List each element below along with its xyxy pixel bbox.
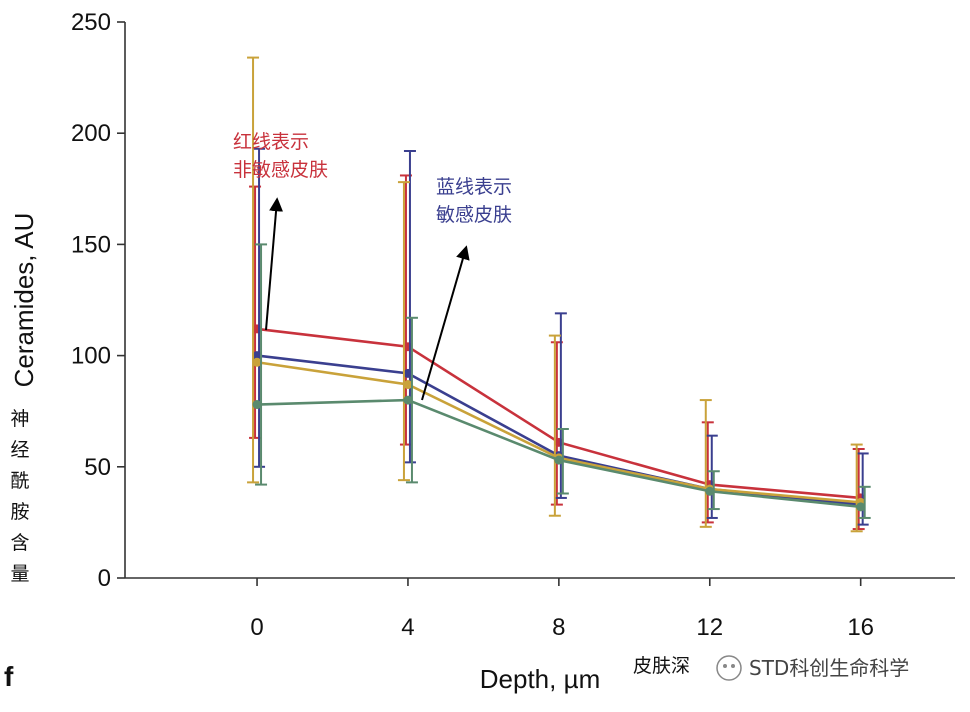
series-line xyxy=(256,360,861,504)
axes xyxy=(124,22,955,579)
y-tick-label: 250 xyxy=(71,9,111,36)
y-tick-label: 50 xyxy=(84,454,111,481)
series-0 xyxy=(249,174,866,531)
y-axis-title: Ceramides, AU xyxy=(9,213,39,388)
y-tick-label: 0 xyxy=(98,565,111,592)
x-axis-title-zh: 皮肤深 xyxy=(633,655,690,677)
watermark-text: STD科创生命科学 xyxy=(749,656,909,680)
data-point xyxy=(252,400,262,410)
y-tick-label: 150 xyxy=(71,231,111,258)
data-point xyxy=(252,351,262,361)
data-point xyxy=(554,455,564,465)
wechat-icon-dot xyxy=(723,664,727,668)
data-point xyxy=(403,380,413,390)
y-axis-title-zh-char: 含 xyxy=(10,532,29,554)
wechat-icon xyxy=(716,655,742,681)
data-point xyxy=(252,357,262,367)
y-ticks: 0 50 100 150 200 250 xyxy=(71,9,125,592)
y-axis-title-zh-char: 神 xyxy=(10,408,29,430)
annotation-arrows xyxy=(265,197,470,401)
x-tick-label: 8 xyxy=(552,614,565,641)
y-axis-title-zh-char: 经 xyxy=(10,439,29,461)
y-axis-title-zh-char: 胺 xyxy=(10,501,29,523)
x-tick-label: 0 xyxy=(250,614,263,641)
y-tick-label: 100 xyxy=(71,343,111,370)
arrow-blue-annotation xyxy=(421,245,470,401)
panel-label: f xyxy=(4,661,14,692)
series-3 xyxy=(252,243,871,519)
watermark: STD科创生命科学 xyxy=(716,655,909,681)
x-tick-label: 16 xyxy=(847,614,874,641)
x-ticks: 0 4 8 12 16 xyxy=(250,578,874,641)
data-point xyxy=(705,486,715,496)
wechat-icon-dot xyxy=(731,664,735,668)
x-tick-label: 4 xyxy=(401,614,414,641)
annotation-text: 敏感皮肤 xyxy=(436,204,512,226)
series-1 xyxy=(252,147,869,526)
data-point xyxy=(403,395,413,405)
annotation-text: 非敏感皮肤 xyxy=(233,159,328,181)
arrow-red-annotation xyxy=(265,197,284,331)
y-axis-title-zh-char: 量 xyxy=(10,563,29,585)
data-point xyxy=(856,502,866,512)
series-line xyxy=(256,327,861,500)
series-line xyxy=(256,354,861,506)
y-tick-label: 200 xyxy=(71,120,111,147)
data-point xyxy=(403,368,413,378)
y-axis-title-zh-char: 酰 xyxy=(10,470,29,492)
annotation-text: 红线表示 xyxy=(233,131,309,153)
x-axis-title: Depth, µm xyxy=(480,664,600,694)
x-tick-label: 12 xyxy=(696,614,723,641)
series-group xyxy=(247,56,871,533)
annotation-text: 蓝线表示 xyxy=(436,176,512,198)
